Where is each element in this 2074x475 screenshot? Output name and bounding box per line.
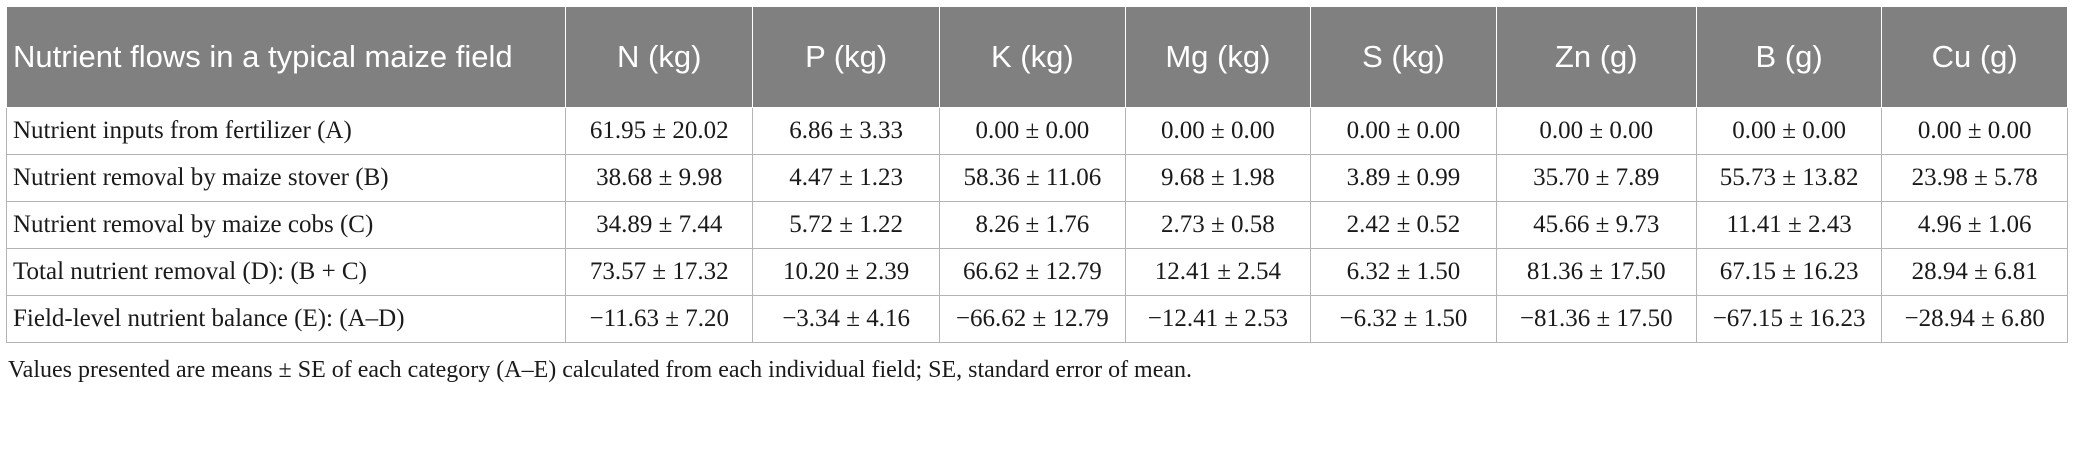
table-cell: 67.15 ± 16.23: [1695, 248, 1883, 296]
table-cell: 38.68 ± 9.98: [565, 154, 754, 202]
header-cell-s: S (kg): [1310, 6, 1497, 108]
table-row: Nutrient removal by maize cobs (C) 34.89…: [5, 201, 2068, 249]
table-cell: −28.94 ± 6.80: [1881, 295, 2068, 343]
table-cell: 0.00 ± 0.00: [1495, 107, 1697, 155]
header-cell-zn: Zn (g): [1495, 6, 1697, 108]
table-cell: 2.42 ± 0.52: [1310, 201, 1497, 249]
table-cell: 12.41 ± 2.54: [1124, 248, 1312, 296]
table-cell: 0.00 ± 0.00: [1695, 107, 1883, 155]
table-cell: −67.15 ± 16.23: [1695, 295, 1883, 343]
table-row: Nutrient removal by maize stover (B) 38.…: [5, 154, 2068, 202]
table-cell: 5.72 ± 1.22: [752, 201, 941, 249]
table-cell: 34.89 ± 7.44: [565, 201, 754, 249]
table-cell: 4.96 ± 1.06: [1881, 201, 2068, 249]
table-cell: 8.26 ± 1.76: [939, 201, 1126, 249]
table-cell: 0.00 ± 0.00: [1310, 107, 1497, 155]
table-cell: 81.36 ± 17.50: [1495, 248, 1697, 296]
table-figure: Nutrient flows in a typical maize field …: [5, 6, 2068, 384]
header-cell-flows: Nutrient flows in a typical maize field: [5, 6, 567, 108]
table-cell: 66.62 ± 12.79: [939, 248, 1126, 296]
table-cell: 23.98 ± 5.78: [1881, 154, 2068, 202]
table-cell: 61.95 ± 20.02: [565, 107, 754, 155]
table-cell: 10.20 ± 2.39: [752, 248, 941, 296]
table-cell: 6.32 ± 1.50: [1310, 248, 1497, 296]
table-cell: −6.32 ± 1.50: [1310, 295, 1497, 343]
table-cell: −3.34 ± 4.16: [752, 295, 941, 343]
header-cell-b: B (g): [1695, 6, 1883, 108]
table-cell: 0.00 ± 0.00: [939, 107, 1126, 155]
table-cell: 6.86 ± 3.33: [752, 107, 941, 155]
table-cell: 58.36 ± 11.06: [939, 154, 1126, 202]
table-cell: 35.70 ± 7.89: [1495, 154, 1697, 202]
table-row: Nutrient inputs from fertilizer (A) 61.9…: [5, 107, 2068, 155]
table-cell: 11.41 ± 2.43: [1695, 201, 1883, 249]
table-cell: 3.89 ± 0.99: [1310, 154, 1497, 202]
table-cell: 45.66 ± 9.73: [1495, 201, 1697, 249]
row-label: Nutrient inputs from fertilizer (A): [5, 107, 567, 155]
table-cell: 2.73 ± 0.58: [1124, 201, 1312, 249]
header-cell-cu: Cu (g): [1881, 6, 2068, 108]
nutrient-table: Nutrient flows in a typical maize field …: [5, 6, 2068, 343]
row-label: Total nutrient removal (D): (B + C): [5, 248, 567, 296]
table-cell: −11.63 ± 7.20: [565, 295, 754, 343]
table-footnote: Values presented are means ± SE of each …: [8, 357, 1193, 383]
table-cell: 28.94 ± 6.81: [1881, 248, 2068, 296]
header-row: Nutrient flows in a typical maize field …: [5, 6, 2068, 108]
row-label: Nutrient removal by maize cobs (C): [5, 201, 567, 249]
header-cell-mg: Mg (kg): [1124, 6, 1312, 108]
row-label: Nutrient removal by maize stover (B): [5, 154, 567, 202]
table-row: Total nutrient removal (D): (B + C) 73.5…: [5, 248, 2068, 296]
table-cell: 9.68 ± 1.98: [1124, 154, 1312, 202]
header-cell-p: P (kg): [752, 6, 941, 108]
row-label: Field-level nutrient balance (E): (A–D): [5, 295, 567, 343]
table-cell: 4.47 ± 1.23: [752, 154, 941, 202]
table-cell: −81.36 ± 17.50: [1495, 295, 1697, 343]
table-cell: 0.00 ± 0.00: [1124, 107, 1312, 155]
table-row: Field-level nutrient balance (E): (A–D) …: [5, 295, 2068, 343]
table-cell: 73.57 ± 17.32: [565, 248, 754, 296]
table-cell: 0.00 ± 0.00: [1881, 107, 2068, 155]
table-cell: −12.41 ± 2.53: [1124, 295, 1312, 343]
header-cell-n: N (kg): [565, 6, 754, 108]
header-cell-k: K (kg): [939, 6, 1126, 108]
table-cell: 55.73 ± 13.82: [1695, 154, 1883, 202]
table-cell: −66.62 ± 12.79: [939, 295, 1126, 343]
